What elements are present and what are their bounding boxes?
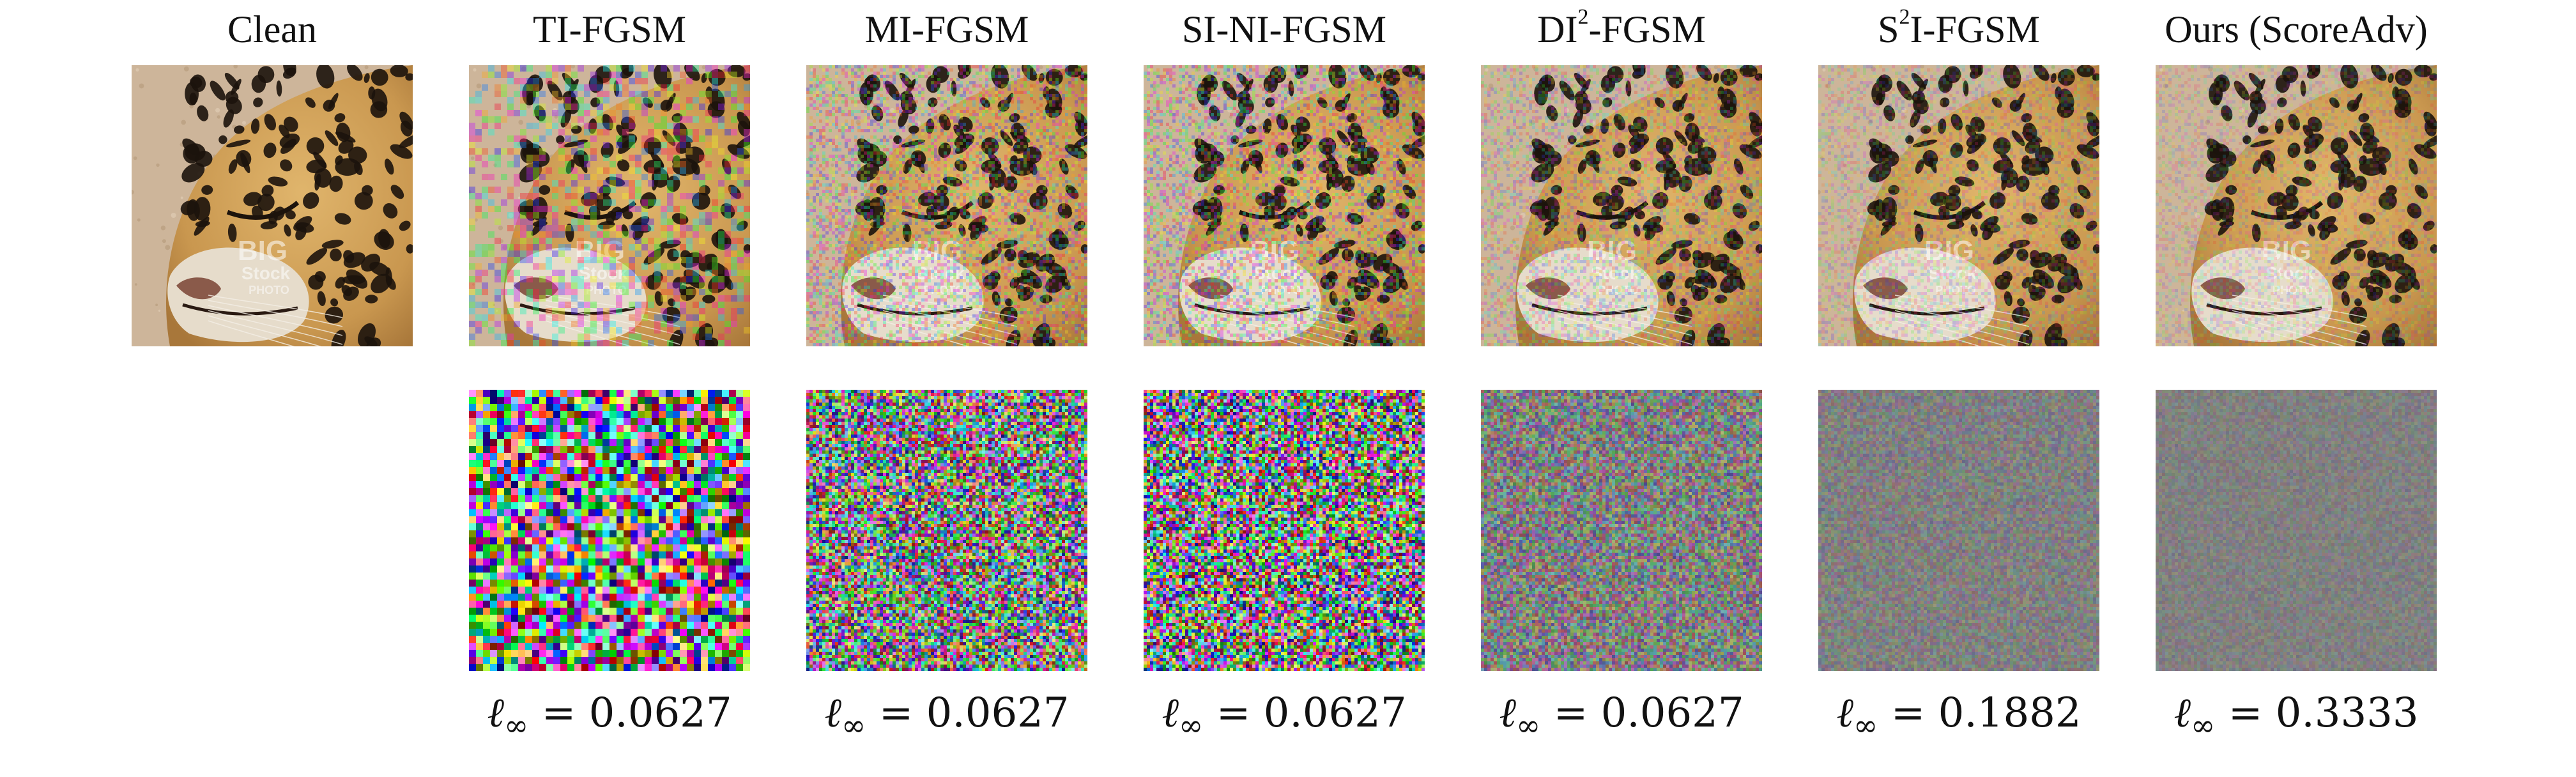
perturbation-image [806, 390, 1087, 671]
perturbation-image [2156, 390, 2437, 671]
linf-norm-label: ℓ∞ = 0.0627 [431, 688, 788, 742]
linf-norm-value: 0.3333 [2276, 689, 2419, 737]
column-title: MI-FGSM [768, 4, 1126, 55]
linf-norm-label: ℓ∞ = 0.1882 [1780, 688, 2138, 742]
linf-norm-value: 0.0627 [1601, 689, 1744, 737]
linf-norm-value: 0.1882 [1938, 689, 2082, 737]
perturbation-image [1818, 390, 2099, 671]
linf-norm-label: ℓ∞ = 0.0627 [1443, 688, 1800, 742]
column-title: TI-FGSM [431, 4, 788, 55]
column-title: Clean [93, 4, 451, 55]
column-title: SI-NI-FGSM [1105, 4, 1463, 55]
svg-text:BIG: BIG [238, 235, 288, 266]
perturbation-image [1481, 390, 1762, 671]
linf-norm-label: ℓ∞ = 0.3333 [2117, 688, 2475, 742]
svg-text:PHOTO: PHOTO [249, 284, 289, 296]
linf-norm-value: 0.0627 [1264, 689, 1407, 737]
linf-norm-value: 0.0627 [589, 689, 732, 737]
column-title: S2I-FGSM [1780, 4, 2138, 55]
perturbation-image [469, 390, 750, 671]
perturbation-image [1144, 390, 1425, 671]
svg-text:Stock: Stock [241, 263, 291, 283]
column-title: DI2-FGSM [1443, 4, 1800, 55]
linf-norm-value: 0.0627 [926, 689, 1070, 737]
column-title: Ours (ScoreAdv) [2117, 4, 2475, 55]
linf-norm-label: ℓ∞ = 0.0627 [1105, 688, 1463, 742]
clean-image: BIG Stock PHOTO [132, 65, 413, 346]
linf-norm-label: ℓ∞ = 0.0627 [768, 688, 1126, 742]
